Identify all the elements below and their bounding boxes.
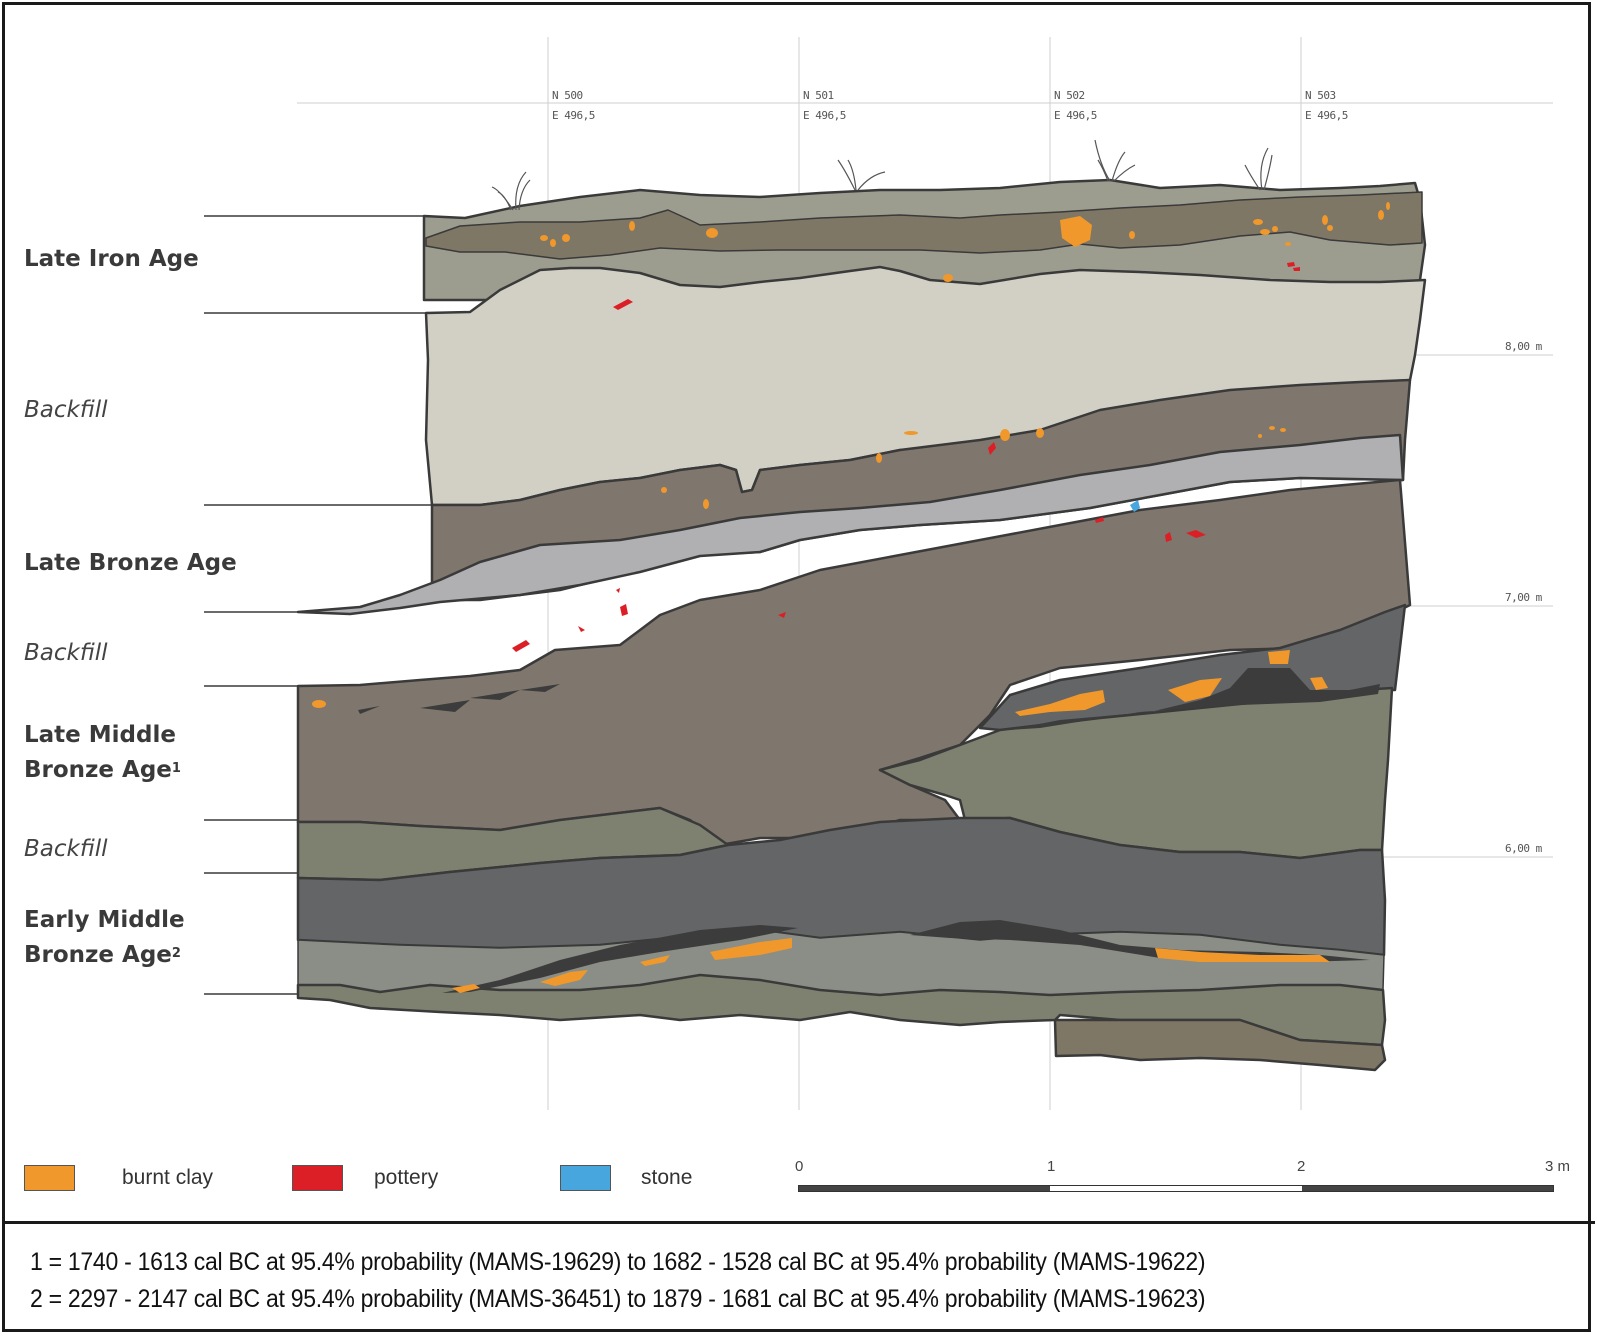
grid-north-label: N 501 [803,89,834,102]
period-backfill: Backfill [24,836,108,862]
grid-north-label: N 503 [1305,89,1336,102]
period-backfill: Backfill [24,640,108,666]
grid-east-label: E 496,5 [552,109,595,122]
scale-tick-0: 0 [795,1158,804,1175]
stratigraphic-section [204,37,1553,1110]
legend-label: burnt clay [122,1166,214,1189]
footnote-ref: 2 [171,946,181,961]
scale-segment [1050,1186,1302,1191]
footnote-ref: 1 [171,761,181,776]
footnote-1: 1 = 1740 - 1613 cal BC at 95.4% probabil… [30,1248,1206,1276]
pottery-finds [512,262,1300,652]
grid-east-label: E 496,5 [1054,109,1097,122]
charcoal-lenses [358,668,1380,993]
pottery-swatch [292,1165,343,1191]
stone-finds [1130,500,1140,512]
period-label-line1: Early Middle [24,907,185,933]
grid-east-label: E 496,5 [1305,109,1348,122]
depth-marker-7m: 7,00 m [1505,591,1542,604]
period-label-line2: Bronze Age [24,942,172,968]
scale-bar [798,1185,1554,1192]
grid-north-label: N 502 [1054,89,1085,102]
layer-backfill-lower [296,433,1405,616]
burnt-clay-swatch [24,1165,75,1191]
layer-basal-brown [1053,1018,1387,1072]
grid-east-label: E 496,5 [803,109,846,122]
legend-pottery: pottery [292,1165,438,1191]
depth-marker-6m: 6,00 m [1505,842,1542,855]
period-label-line2: Bronze Age [24,757,172,783]
legend-stone: stone [560,1165,692,1191]
period-backfill: Backfill [24,397,108,423]
stone-swatch [560,1165,611,1191]
legend-label: pottery [374,1166,439,1189]
legend-burnt-clay: burnt clay [24,1165,213,1191]
period-late-iron-age: Late Iron Age [24,246,199,272]
legend-label: stone [641,1166,693,1189]
scale-tick-1: 1 [1047,1158,1056,1175]
burnt-clay-finds [312,202,1390,993]
footnote-divider [2,1221,1595,1224]
footnote-2: 2 = 2297 - 2147 cal BC at 95.4% probabil… [30,1285,1206,1313]
period-label-line1: Late Middle [24,722,176,748]
period-early-middle-bronze-age: Early Middle Bronze Age2 [24,903,185,973]
scale-segment [799,1186,1051,1191]
layer-late-iron-age [425,191,1423,260]
grass-icon [491,139,1273,211]
scale-segment [1301,1186,1553,1191]
period-late-bronze-age: Late Bronze Age [24,550,237,576]
scale-tick-2: 2 [1297,1158,1306,1175]
period-late-middle-bronze-age: Late Middle Bronze Age1 [24,718,181,788]
period-leader-lines [204,215,432,995]
depth-marker-8m: 8,00 m [1505,340,1542,353]
scale-tick-3: 3 m [1545,1158,1571,1175]
grid-north-label: N 500 [552,89,583,102]
